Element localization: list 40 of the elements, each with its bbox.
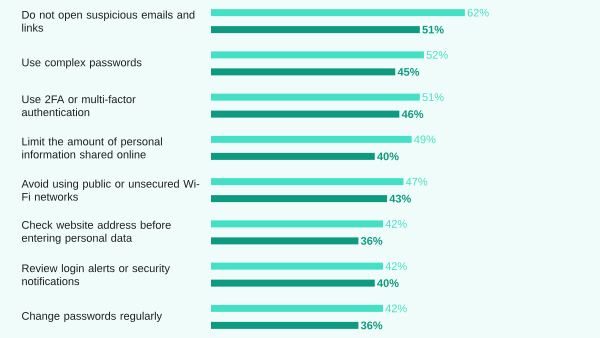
data-label: 49% [414, 136, 436, 144]
bar [211, 195, 388, 202]
data-label: 46% [402, 110, 424, 118]
y-tick-label: Use complex passwords [22, 58, 142, 69]
data-label: 36% [360, 321, 382, 330]
bar [211, 110, 400, 118]
y-tick-label: Review login alerts or security notifications [22, 264, 170, 286]
bar [211, 304, 383, 312]
data-label: 42% [385, 262, 407, 270]
data-label: 47% [406, 178, 428, 186]
y-tick-label: Use 2FA or multi-factor authentication [22, 95, 136, 116]
bar [211, 26, 420, 34]
bar [211, 152, 375, 160]
bar [211, 322, 358, 329]
data-label: 42% [385, 304, 407, 312]
bar [211, 237, 358, 244]
y-tick-label: Change passwords regularly [22, 312, 162, 322]
data-label: 51% [422, 26, 444, 34]
data-label: 51% [422, 93, 444, 102]
bar [211, 280, 375, 287]
bar [211, 178, 404, 186]
data-label: 43% [389, 194, 411, 203]
bar [211, 262, 383, 270]
y-tick-label: Avoid using public or unsecured Wi-Fi networks [21, 180, 200, 201]
y-tick-label: Do not open suspicious emails and links [22, 10, 194, 32]
data-label: 42% [385, 220, 407, 228]
bar [211, 94, 420, 101]
data-label: 36% [360, 236, 382, 245]
data-label: 52% [426, 51, 448, 59]
bar [211, 9, 465, 16]
bar [211, 136, 412, 143]
y-tick-label: Check website address before entering personal data [22, 220, 171, 244]
data-label: 45% [398, 68, 420, 76]
bar [211, 68, 396, 76]
bar [211, 51, 424, 58]
data-label: 40% [377, 152, 399, 160]
y-tick-label: Limit the amount of personal information shared online [22, 137, 162, 158]
data-label: 62% [468, 8, 489, 17]
bar [211, 220, 383, 228]
data-label: 40% [377, 279, 399, 288]
